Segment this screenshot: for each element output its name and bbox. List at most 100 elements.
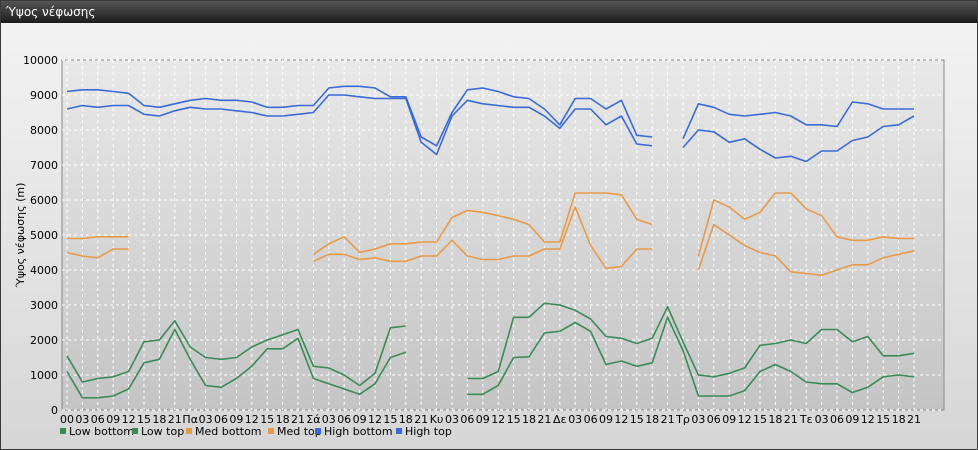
y-axis-ticks: 0 1000 2000 3000 4000 5000 6000 7000 8000 9000 100… — [23, 54, 58, 417]
x-tick-label: 15 — [383, 413, 397, 426]
x-tick-label: 09 — [476, 413, 490, 426]
x-tick-label: Κυ — [430, 413, 444, 426]
legend-item: Med top — [268, 425, 322, 438]
x-tick-label: 03 — [568, 413, 582, 426]
x-tick-label: 06 — [584, 413, 598, 426]
series-line-segment — [697, 223, 915, 277]
x-tick-label: 18 — [892, 413, 906, 426]
series-med-bottom — [66, 206, 915, 277]
x-tick-label: 12 — [738, 413, 752, 426]
series-high-top — [66, 85, 914, 147]
x-tick-label: 09 — [599, 413, 613, 426]
x-tick-label: 03 — [75, 413, 89, 426]
x-tick-label: 06 — [830, 413, 844, 426]
legend-swatch — [396, 428, 402, 434]
series-line-segment — [313, 206, 653, 270]
y-tick-label: 2000 — [30, 334, 58, 347]
x-tick-label: 15 — [876, 413, 890, 426]
series-low-top — [66, 302, 915, 387]
series-line-segment — [66, 319, 406, 387]
x-tick-label: 18 — [768, 413, 782, 426]
x-tick-label: 03 — [815, 413, 829, 426]
legend-label: High top — [405, 425, 452, 438]
x-tick-label: Πα — [182, 413, 198, 426]
x-tick-label: 18 — [522, 413, 536, 426]
legend: Low bottom Low top Med bottom Med top High b… — [60, 425, 452, 438]
legend-swatch — [132, 428, 138, 434]
legend-item: Low top — [132, 425, 184, 438]
x-tick-label: 09 — [722, 413, 736, 426]
series-line-segment — [467, 316, 915, 397]
x-tick-label: 12 — [122, 413, 136, 426]
series-line-segment — [682, 101, 914, 140]
series-line-segment — [66, 328, 407, 399]
series-low-bottom — [66, 316, 915, 399]
x-tick-label: 18 — [399, 413, 413, 426]
x-tick-label: 15 — [137, 413, 151, 426]
x-axis-ticks: 00 03 06 09 12 15 18 21 Πα 03 06 09 12 15 18 21 Σά 03 06 09… — [60, 413, 921, 426]
legend-swatch — [268, 428, 274, 434]
x-tick-label: Τε — [799, 413, 813, 426]
x-tick-label: 18 — [152, 413, 166, 426]
y-tick-label: 9000 — [30, 89, 58, 102]
series-med-top — [67, 192, 914, 257]
x-tick-label: 03 — [322, 413, 336, 426]
x-tick-label: 18 — [276, 413, 290, 426]
x-tick-label: 21 — [537, 413, 551, 426]
legend-item: Low bottom — [60, 425, 134, 438]
x-tick-label: 18 — [645, 413, 659, 426]
x-tick-label: 15 — [260, 413, 274, 426]
x-tick-label: 03 — [445, 413, 459, 426]
x-tick-label: 09 — [845, 413, 859, 426]
x-tick-label: 06 — [91, 413, 105, 426]
legend-label: Low bottom — [69, 425, 134, 438]
legend-swatch — [186, 428, 192, 434]
series-high-bottom — [66, 94, 915, 163]
x-tick-label: 06 — [337, 413, 351, 426]
x-tick-label: 15 — [753, 413, 767, 426]
series-line-segment — [467, 302, 915, 380]
legend-label: Low top — [141, 425, 184, 438]
y-tick-label: 4000 — [30, 264, 58, 277]
x-tick-label: 21 — [907, 413, 921, 426]
series-line-segment — [66, 94, 653, 156]
x-tick-label: 21 — [661, 413, 675, 426]
x-tick-label: 09 — [106, 413, 120, 426]
x-tick-label: 12 — [245, 413, 259, 426]
legend-swatch — [315, 428, 321, 434]
legend-item: High bottom — [315, 425, 393, 438]
series-line-segment — [312, 192, 653, 255]
x-tick-label: 12 — [491, 413, 505, 426]
x-tick-label: Δε — [553, 413, 567, 426]
x-tick-label: 09 — [353, 413, 367, 426]
series-line-segment — [682, 115, 915, 163]
y-tick-label: 3000 — [30, 299, 58, 312]
x-tick-label: 15 — [630, 413, 644, 426]
x-tick-label: Σά — [306, 413, 320, 426]
legend-label: High bottom — [324, 425, 393, 438]
series-line-segment — [697, 192, 914, 257]
x-tick-label: 15 — [507, 413, 521, 426]
y-tick-label: 0 — [51, 404, 58, 417]
x-tick-label: 03 — [691, 413, 705, 426]
x-tick-label: 21 — [168, 413, 182, 426]
x-tick-label: 12 — [861, 413, 875, 426]
x-tick-label: 21 — [414, 413, 428, 426]
x-tick-label: 06 — [214, 413, 228, 426]
x-tick-label: 06 — [460, 413, 474, 426]
series-line-segment — [66, 248, 129, 259]
legend-item: Med bottom — [186, 425, 262, 438]
window-title: Ύψος νέφωσης — [1, 1, 977, 23]
x-tick-label: Τρ — [675, 413, 690, 426]
x-tick-label: 00 — [60, 413, 74, 426]
x-tick-label: 06 — [707, 413, 721, 426]
legend-label: Med top — [277, 425, 322, 438]
y-tick-label: 10000 — [23, 54, 58, 67]
series-line-segment — [67, 236, 129, 240]
y-tick-label: 8000 — [30, 124, 58, 137]
y-tick-label: 7000 — [30, 159, 58, 172]
y-axis-title: Ύψος νέφωσης (m) — [14, 183, 27, 289]
x-tick-label: 21 — [291, 413, 305, 426]
x-tick-label: 12 — [368, 413, 382, 426]
